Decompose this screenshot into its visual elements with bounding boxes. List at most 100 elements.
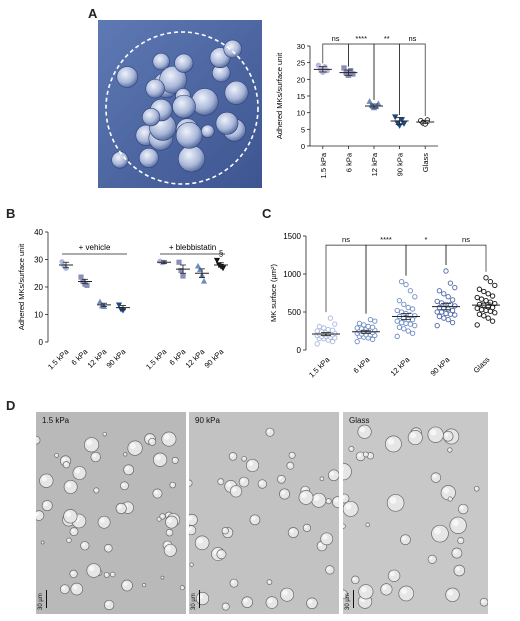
data-point: [96, 298, 104, 305]
cell-highlight: [251, 516, 256, 521]
cell-shape: [142, 583, 147, 588]
significance-bracket: [365, 244, 407, 314]
cell-highlight: [389, 571, 395, 577]
cell-highlight: [61, 457, 67, 462]
cell-highlight: [349, 447, 352, 450]
cell-highlight: [189, 527, 192, 531]
cell-highlight: [248, 461, 254, 467]
cell-shape: [116, 66, 139, 88]
cell-highlight: [452, 519, 459, 527]
scale-bar-label: 30 µm: [38, 593, 44, 610]
cell-shape: [400, 534, 411, 546]
data-point: [398, 278, 405, 285]
cell-shape: [343, 523, 346, 529]
micrograph-label: 90 kPa: [195, 416, 220, 425]
cell-highlight: [401, 536, 406, 541]
data-point: [492, 282, 498, 289]
x-tick-label: 12 kPa: [370, 152, 379, 176]
data-point: [196, 266, 204, 273]
cell-highlight: [189, 515, 193, 521]
cell-highlight: [267, 580, 270, 583]
cell-highlight: [410, 432, 416, 439]
data-point: [356, 320, 363, 327]
data-point: [391, 114, 399, 121]
cell-highlight: [320, 477, 323, 479]
cell-highlight: [430, 429, 437, 436]
cell-highlight: [103, 432, 105, 435]
scale-bar: [46, 590, 47, 608]
y-axis-label: Adhered MKs/surface unit: [17, 243, 26, 330]
panel-letter-c: C: [262, 206, 272, 221]
cell-highlight: [218, 479, 222, 483]
data-point: [407, 288, 414, 294]
cell-shape: [221, 602, 230, 611]
cell-shape: [189, 479, 193, 487]
cell-highlight: [387, 438, 395, 445]
cell-shape: [286, 461, 295, 470]
y-tick-label: 20: [297, 75, 305, 84]
cell-highlight: [232, 487, 237, 492]
data-point: [474, 322, 480, 328]
y-tick-label: 20: [34, 283, 43, 292]
significance-label: ns: [332, 34, 340, 43]
cell-shape: [228, 452, 238, 461]
significance-label: ****: [380, 235, 392, 244]
significance-label: ****: [355, 34, 367, 43]
data-point: [409, 306, 416, 312]
x-tick-label: 90 kPa: [396, 152, 405, 176]
cell-shape: [171, 456, 179, 464]
data-point: [180, 273, 186, 279]
cell-shape: [229, 485, 243, 498]
cell-highlight: [125, 466, 130, 471]
cell-highlight: [117, 504, 122, 509]
x-tick-label: 12 kPa: [86, 346, 109, 369]
data-point: [200, 278, 208, 284]
cell-shape: [306, 597, 318, 610]
y-tick-label: 10: [297, 109, 305, 118]
cell-shape: [245, 458, 260, 473]
cell-shape: [257, 479, 267, 489]
cell-shape: [265, 427, 275, 437]
data-point: [452, 303, 458, 309]
data-point: [325, 326, 331, 333]
data-point: [478, 296, 485, 302]
cell-shape: [63, 479, 78, 494]
panel-letter-b: B: [6, 206, 16, 221]
cell-shape: [265, 596, 279, 609]
cell-shape: [169, 481, 176, 489]
cell-shape: [327, 469, 339, 482]
cell-highlight: [155, 455, 161, 461]
cell-highlight: [282, 590, 288, 596]
cell-highlight: [357, 453, 362, 457]
cell-shape: [445, 587, 460, 603]
data-point: [483, 275, 489, 281]
data-point: [434, 309, 440, 315]
data-point: [403, 281, 409, 288]
data-point: [443, 268, 449, 274]
cell-highlight: [61, 586, 66, 590]
cell-shape: [127, 440, 143, 456]
scale-bar: [353, 590, 354, 608]
cell-highlight: [167, 530, 170, 533]
x-tick-label: 6 kPa: [351, 354, 372, 375]
x-tick-label: 1.5 kPa: [319, 152, 328, 178]
cell-shape: [215, 111, 239, 135]
y-tick-label: 0: [39, 338, 44, 347]
significance-label: **: [384, 34, 390, 43]
cell-highlight: [173, 458, 176, 461]
cell-highlight: [352, 577, 356, 581]
cell-highlight: [222, 528, 226, 532]
cell-shape: [325, 498, 332, 505]
significance-bracket: [445, 244, 487, 272]
cell-highlight: [267, 598, 273, 604]
cell-highlight: [326, 566, 331, 571]
cell-highlight: [313, 495, 320, 501]
data-point: [447, 301, 454, 308]
data-point: [436, 304, 443, 311]
cell-shape: [343, 589, 348, 600]
cell-highlight: [343, 466, 344, 472]
micrograph-background: [189, 412, 339, 614]
data-point: [452, 285, 458, 291]
cell-highlight: [458, 538, 462, 541]
data-point: [412, 294, 418, 300]
